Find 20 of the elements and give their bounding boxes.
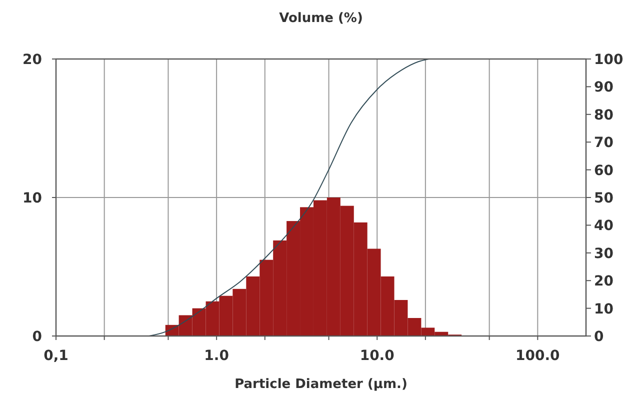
y2-tick-label: 40 (594, 218, 614, 234)
x-tick-label: 1.0 (204, 348, 230, 364)
chart-title: Volume (%) (279, 11, 363, 26)
y2-tick-label: 50 (594, 190, 614, 206)
x-tick-label: 0,1 (44, 348, 68, 364)
y2-tick-label: 100 (594, 52, 624, 68)
x-tick-label: 10.0 (360, 348, 395, 364)
y2-tick-label: 60 (594, 162, 614, 179)
y2-tick-label: 70 (594, 135, 614, 152)
y2-tick-label: 80 (594, 107, 614, 124)
y-tick-label: 10 (22, 190, 42, 206)
x-axis-title: Particle Diameter (µm.) (234, 377, 408, 392)
y2-tick-label: 20 (594, 274, 614, 290)
y-tick-label: 0 (32, 329, 42, 345)
y2-tick-label: 0 (594, 329, 604, 345)
y2-tick-label: 30 (594, 246, 614, 262)
y2-tick-label: 10 (594, 301, 614, 318)
y-tick-label: 20 (22, 52, 42, 68)
y2-tick-label: 90 (594, 80, 614, 96)
x-tick-label: 100.0 (516, 348, 560, 364)
